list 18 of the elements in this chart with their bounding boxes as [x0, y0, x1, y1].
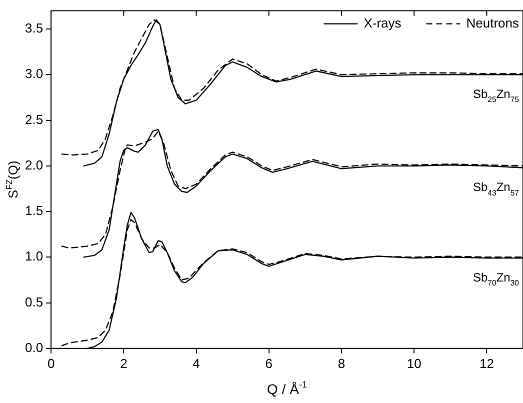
x-tick-label: 8 — [338, 356, 346, 371]
y-tick-label: 0.0 — [24, 340, 44, 355]
legend-label: Neutrons — [466, 15, 520, 30]
y-tick-label: 3.5 — [24, 20, 44, 36]
legend-label: X-rays — [364, 15, 402, 30]
x-tick-label: 12 — [479, 356, 494, 371]
x-tick-label: 0 — [47, 356, 55, 371]
y-tick-label: 3.0 — [24, 66, 44, 82]
x-tick-label: 10 — [406, 356, 422, 371]
y-tick-label: 1.5 — [24, 203, 44, 218]
y-tick-label: 2.0 — [24, 157, 44, 172]
y-tick-label: 0.5 — [24, 294, 44, 310]
x-tick-label: 6 — [265, 356, 272, 371]
x-tick-label: 2 — [120, 356, 128, 371]
y-tick-label: 1.0 — [24, 248, 44, 264]
y-axis-title: SFZ(Q) — [4, 160, 21, 198]
y-tick-label: 2.5 — [24, 112, 44, 127]
x-tick-label: 4 — [192, 356, 200, 371]
